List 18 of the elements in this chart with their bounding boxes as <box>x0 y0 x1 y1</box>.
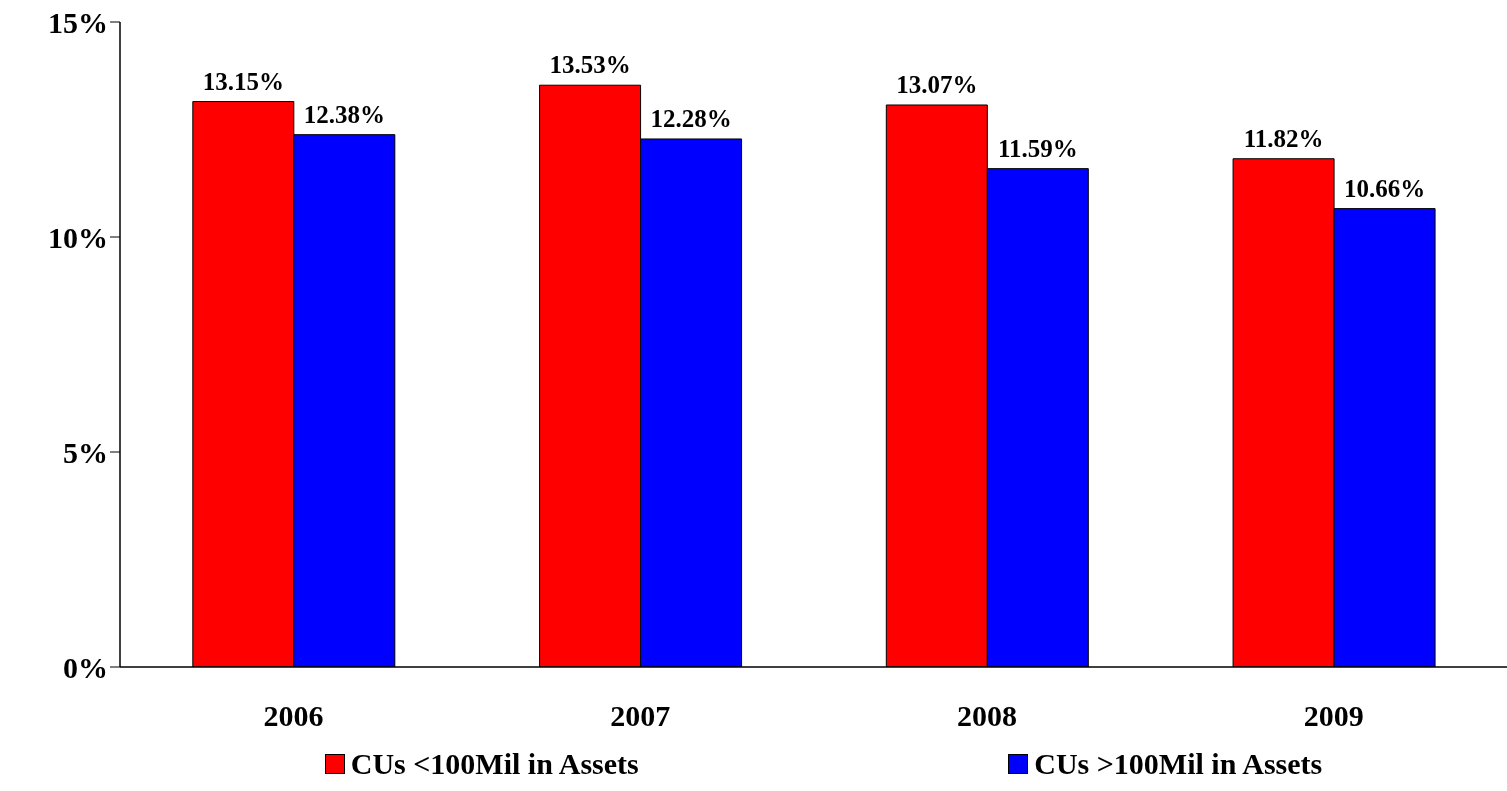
x-tick-label: 2007 <box>610 699 671 733</box>
legend-label: CUs <100Mil in Assets <box>350 747 639 781</box>
data-label: 10.66% <box>1343 174 1426 202</box>
data-label: 12.38% <box>303 100 385 128</box>
y-tick-label: 0% <box>63 650 108 684</box>
x-tick-label: 2008 <box>956 699 1017 733</box>
data-label: 12.28% <box>650 104 732 132</box>
y-tick-label: 10% <box>48 220 108 254</box>
data-label: 13.07% <box>896 70 978 98</box>
data-label: 11.59% <box>997 134 1078 162</box>
data-label: 13.53% <box>549 51 631 79</box>
x-tick-label: 2006 <box>263 699 324 733</box>
y-tick-label: 15% <box>48 5 108 39</box>
data-label: 13.15% <box>202 67 284 95</box>
x-tick-label: 2009 <box>1303 699 1364 733</box>
data-label: 11.82% <box>1243 124 1324 152</box>
legend-label: CUs >100Mil in Assets <box>1034 747 1323 781</box>
y-tick-label: 5% <box>63 435 108 469</box>
